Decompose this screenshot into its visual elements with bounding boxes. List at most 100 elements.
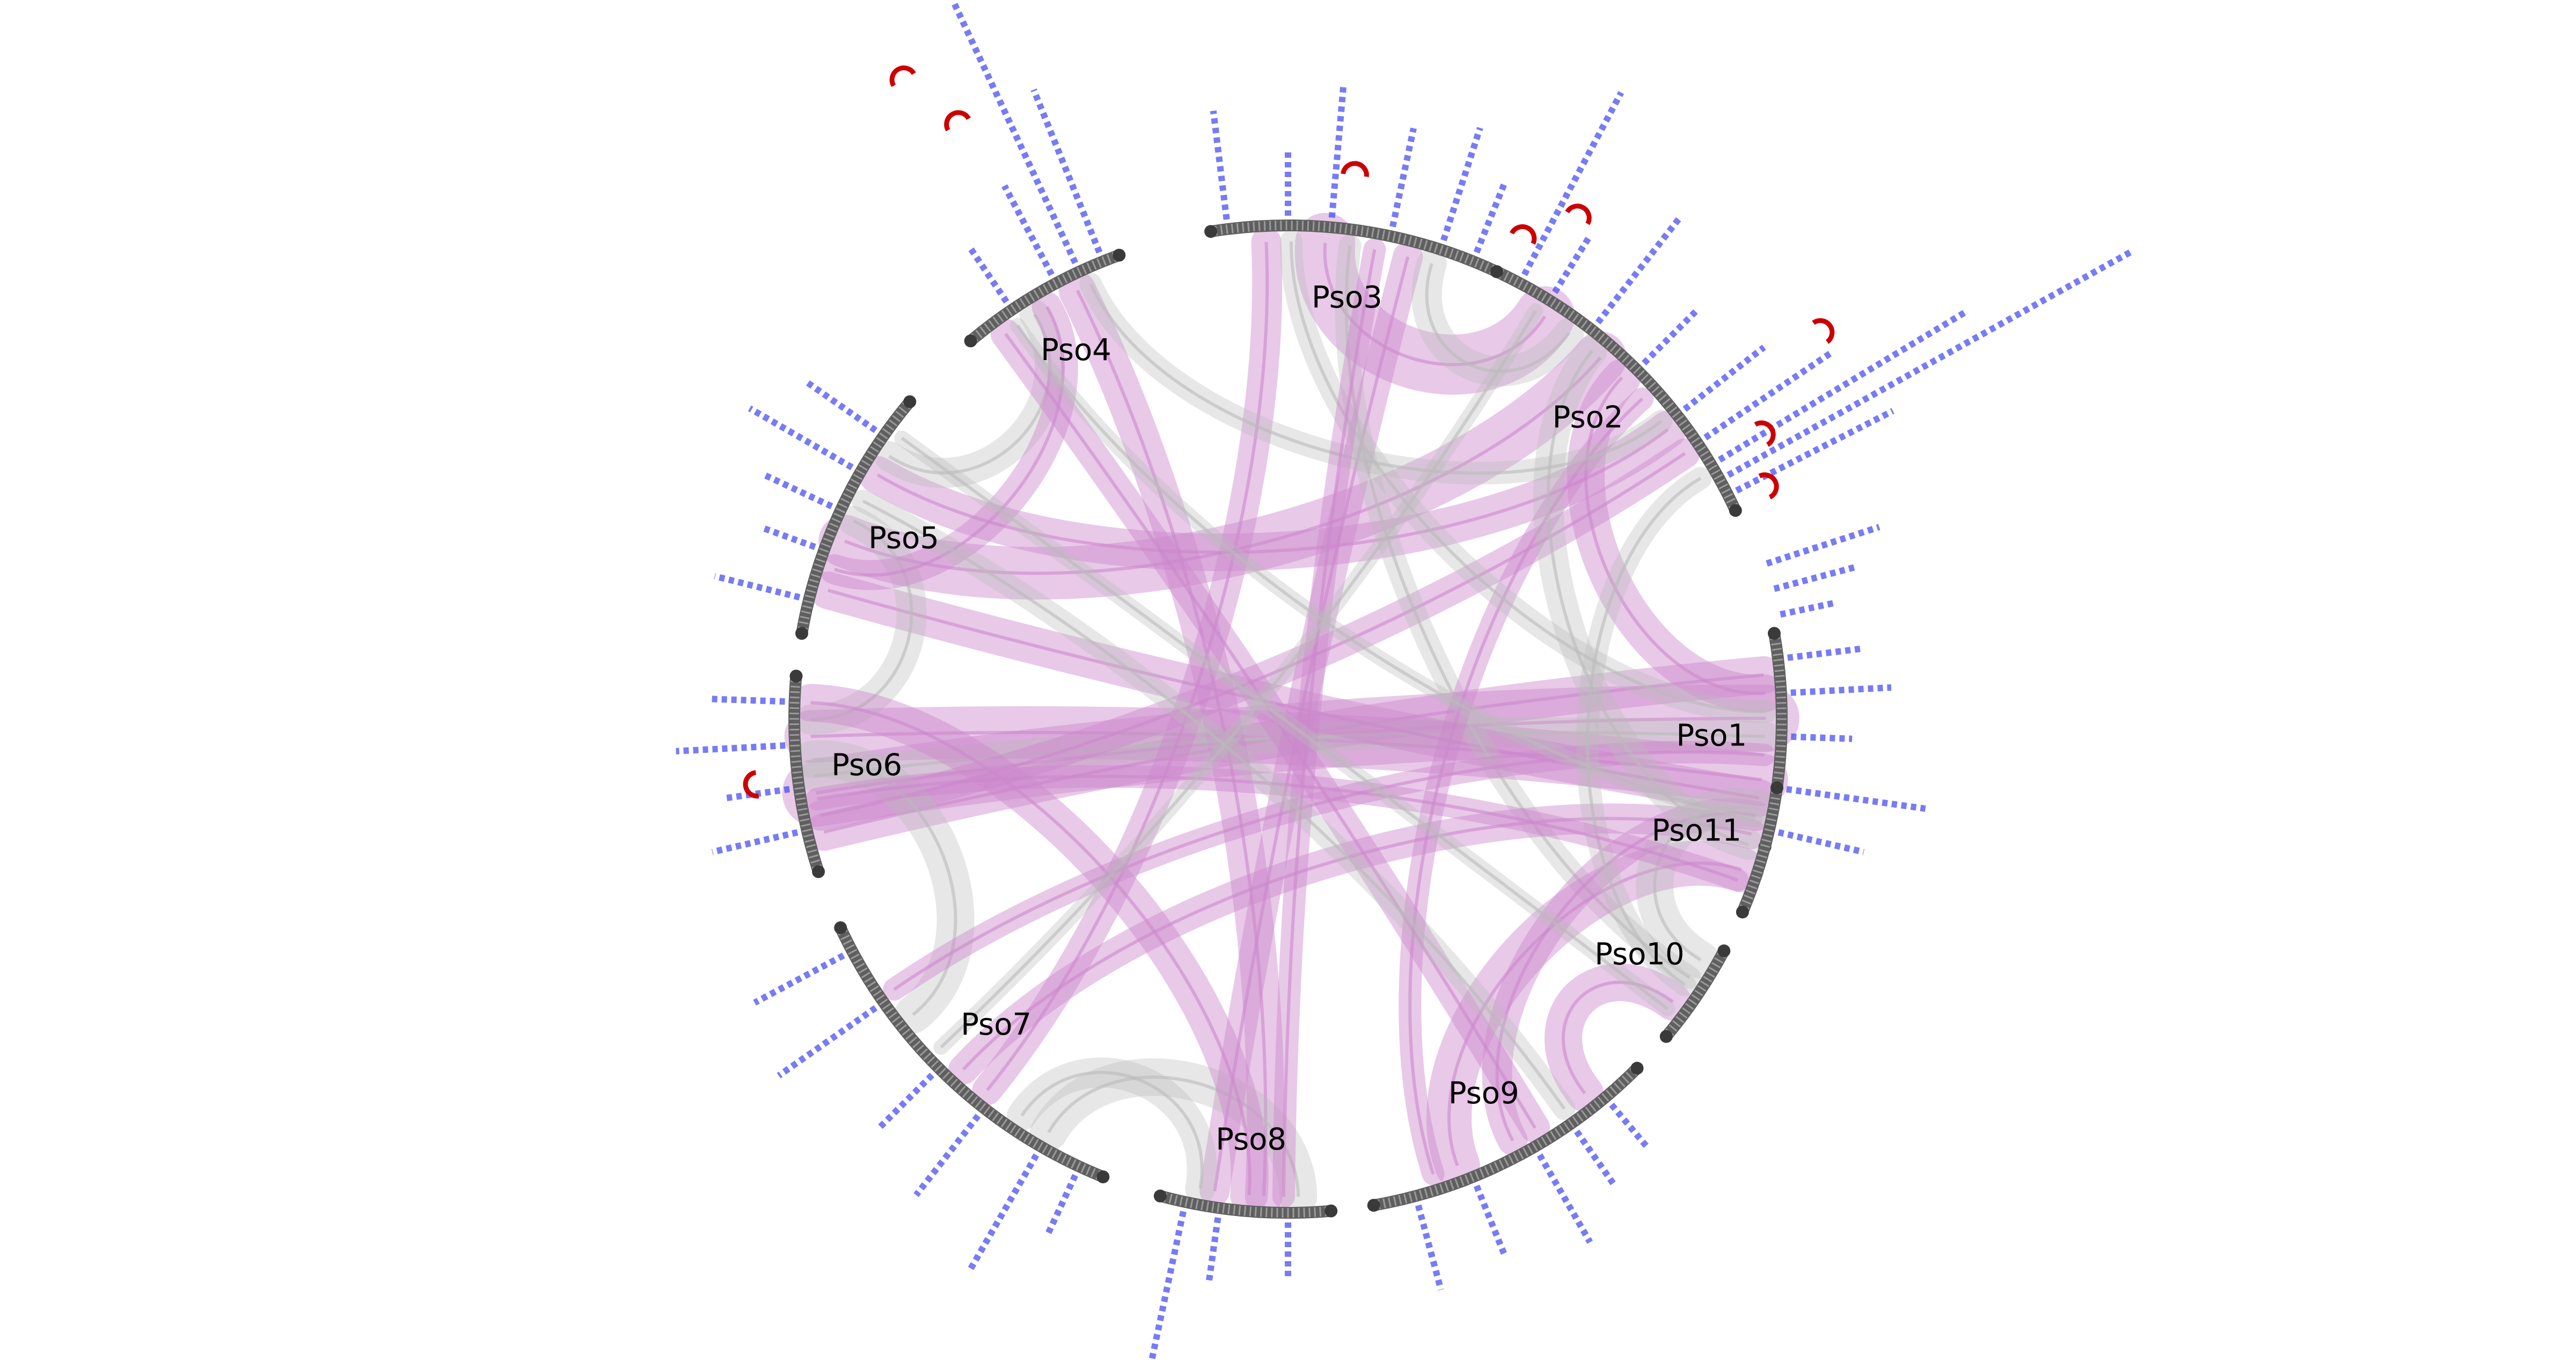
marker-layer xyxy=(743,65,1835,799)
chromosome-tick xyxy=(1688,432,1697,440)
chromosome-tick xyxy=(1755,859,1766,864)
chromosome-tick xyxy=(1597,333,1605,342)
chromosome-tick xyxy=(1527,1145,1534,1154)
chromosome-tick xyxy=(1424,1188,1429,1198)
chromosome-tick xyxy=(1688,998,1697,1006)
chromosome-tick xyxy=(806,844,816,848)
chromosome-tick xyxy=(1312,221,1315,231)
link-line xyxy=(828,589,1760,800)
link-line xyxy=(844,356,1602,575)
red-marker xyxy=(1565,203,1592,225)
chromosome-tick xyxy=(1231,223,1234,233)
chromosome-tick xyxy=(867,450,876,457)
link-line xyxy=(1282,249,1377,1197)
histogram-bar xyxy=(1682,345,1766,412)
chromosome-tick xyxy=(847,948,858,955)
chromosome-tick xyxy=(885,423,895,431)
histogram-bar xyxy=(1791,733,1853,742)
chromosome-tick xyxy=(898,1024,908,1032)
chromosome-tick xyxy=(1459,252,1465,262)
histogram-bar xyxy=(967,245,1009,304)
chromosome-tick xyxy=(1195,1199,1199,1210)
chromosome-tick xyxy=(793,776,803,779)
histogram-bar xyxy=(711,695,785,705)
link-line xyxy=(1408,397,1644,1175)
link-line xyxy=(1004,333,1536,1129)
link-line xyxy=(1561,980,1674,1095)
chromosome-tick xyxy=(819,547,829,553)
chromosome-tick xyxy=(1091,260,1097,270)
chromosome-tick xyxy=(1319,1206,1322,1217)
chromosome-tick xyxy=(984,323,991,332)
chromosome-tick xyxy=(1541,1137,1548,1146)
link-line xyxy=(1047,1075,1300,1197)
chromosome-tick xyxy=(827,528,837,533)
chromosome-tick xyxy=(1708,464,1718,471)
red-marker xyxy=(743,770,759,799)
chromosome-tick xyxy=(1439,1183,1444,1193)
chromosome-tick xyxy=(1760,844,1770,848)
histogram-bar xyxy=(777,1005,878,1079)
chromosome-tick xyxy=(1532,287,1538,296)
chromosome-tick xyxy=(1568,1119,1575,1128)
red-marker xyxy=(1509,224,1537,245)
label-layer: Pso1 Pso2 Pso3 Pso4 Pso5 Pso6 Pso7 Pso8 … xyxy=(831,280,1747,1157)
histogram-bar xyxy=(676,742,786,755)
chromosome-end-cap xyxy=(1659,1030,1673,1043)
chromosome-tick xyxy=(1371,228,1375,238)
chromosome-tick xyxy=(1179,1196,1183,1206)
link-line xyxy=(888,313,1052,475)
chromosome-tick xyxy=(850,478,860,485)
link-line xyxy=(1089,283,1663,475)
chromosome-tick xyxy=(909,1036,918,1044)
chromosome-tick xyxy=(1541,292,1548,302)
histogram-bar xyxy=(1389,127,1417,228)
chromosome-tick xyxy=(1644,377,1653,386)
chromosome-tick xyxy=(1765,823,1775,827)
chromosome-tick xyxy=(1585,1106,1592,1115)
chromosome-tick xyxy=(992,316,1000,326)
chromosome-tick xyxy=(873,990,882,997)
chromosome-tick xyxy=(983,1106,991,1115)
chromosome-tick xyxy=(1618,351,1626,360)
chromosome-tick xyxy=(912,1040,921,1049)
chromosome-tick xyxy=(1408,236,1412,246)
chromosome-end-cap xyxy=(1490,265,1503,279)
chromosome-tick xyxy=(795,797,806,801)
chromosome-tick xyxy=(1550,1131,1557,1140)
chromosome-tick xyxy=(1554,1128,1561,1137)
chromosome-tick xyxy=(1625,358,1634,367)
link-line xyxy=(817,774,1738,882)
chromosome-tick xyxy=(1489,1164,1495,1174)
chromosome-tick xyxy=(1714,957,1724,964)
histogram-bar xyxy=(711,829,799,855)
chromosome-tick xyxy=(853,473,862,480)
chromosome-tick xyxy=(1000,1118,1008,1128)
chromosome-tick xyxy=(1723,493,1733,499)
histogram-bar xyxy=(1044,1174,1079,1236)
chromosome-tick xyxy=(1023,1133,1030,1143)
chromosome-tick xyxy=(1454,250,1459,260)
chromosome-tick xyxy=(845,944,855,950)
chromosome-tick xyxy=(1648,382,1656,390)
chromosome-tick xyxy=(864,976,874,983)
red-marker xyxy=(1758,472,1779,500)
chromosome-tick xyxy=(807,849,817,853)
chromosome-tick xyxy=(966,1093,974,1101)
chromosome-end-cap xyxy=(1717,944,1731,957)
chromosome-tick xyxy=(1254,1206,1257,1217)
chromosome-tick xyxy=(1028,292,1035,302)
histogram-bar xyxy=(1210,110,1230,220)
histogram-bar xyxy=(748,405,854,471)
link-line xyxy=(962,817,1752,1071)
histogram-bar xyxy=(1787,645,1862,661)
chromosome-tick xyxy=(1071,269,1078,279)
chromosome-tick xyxy=(988,319,996,329)
chromosome-tick xyxy=(1046,1147,1053,1156)
chromosome-tick xyxy=(1344,224,1348,234)
chromosome-tick xyxy=(789,739,800,742)
chromosome-tick xyxy=(1585,323,1592,332)
chromosome-tick xyxy=(1618,1079,1626,1087)
chromosome-tick xyxy=(1418,238,1423,248)
link-line xyxy=(1213,256,1410,1191)
